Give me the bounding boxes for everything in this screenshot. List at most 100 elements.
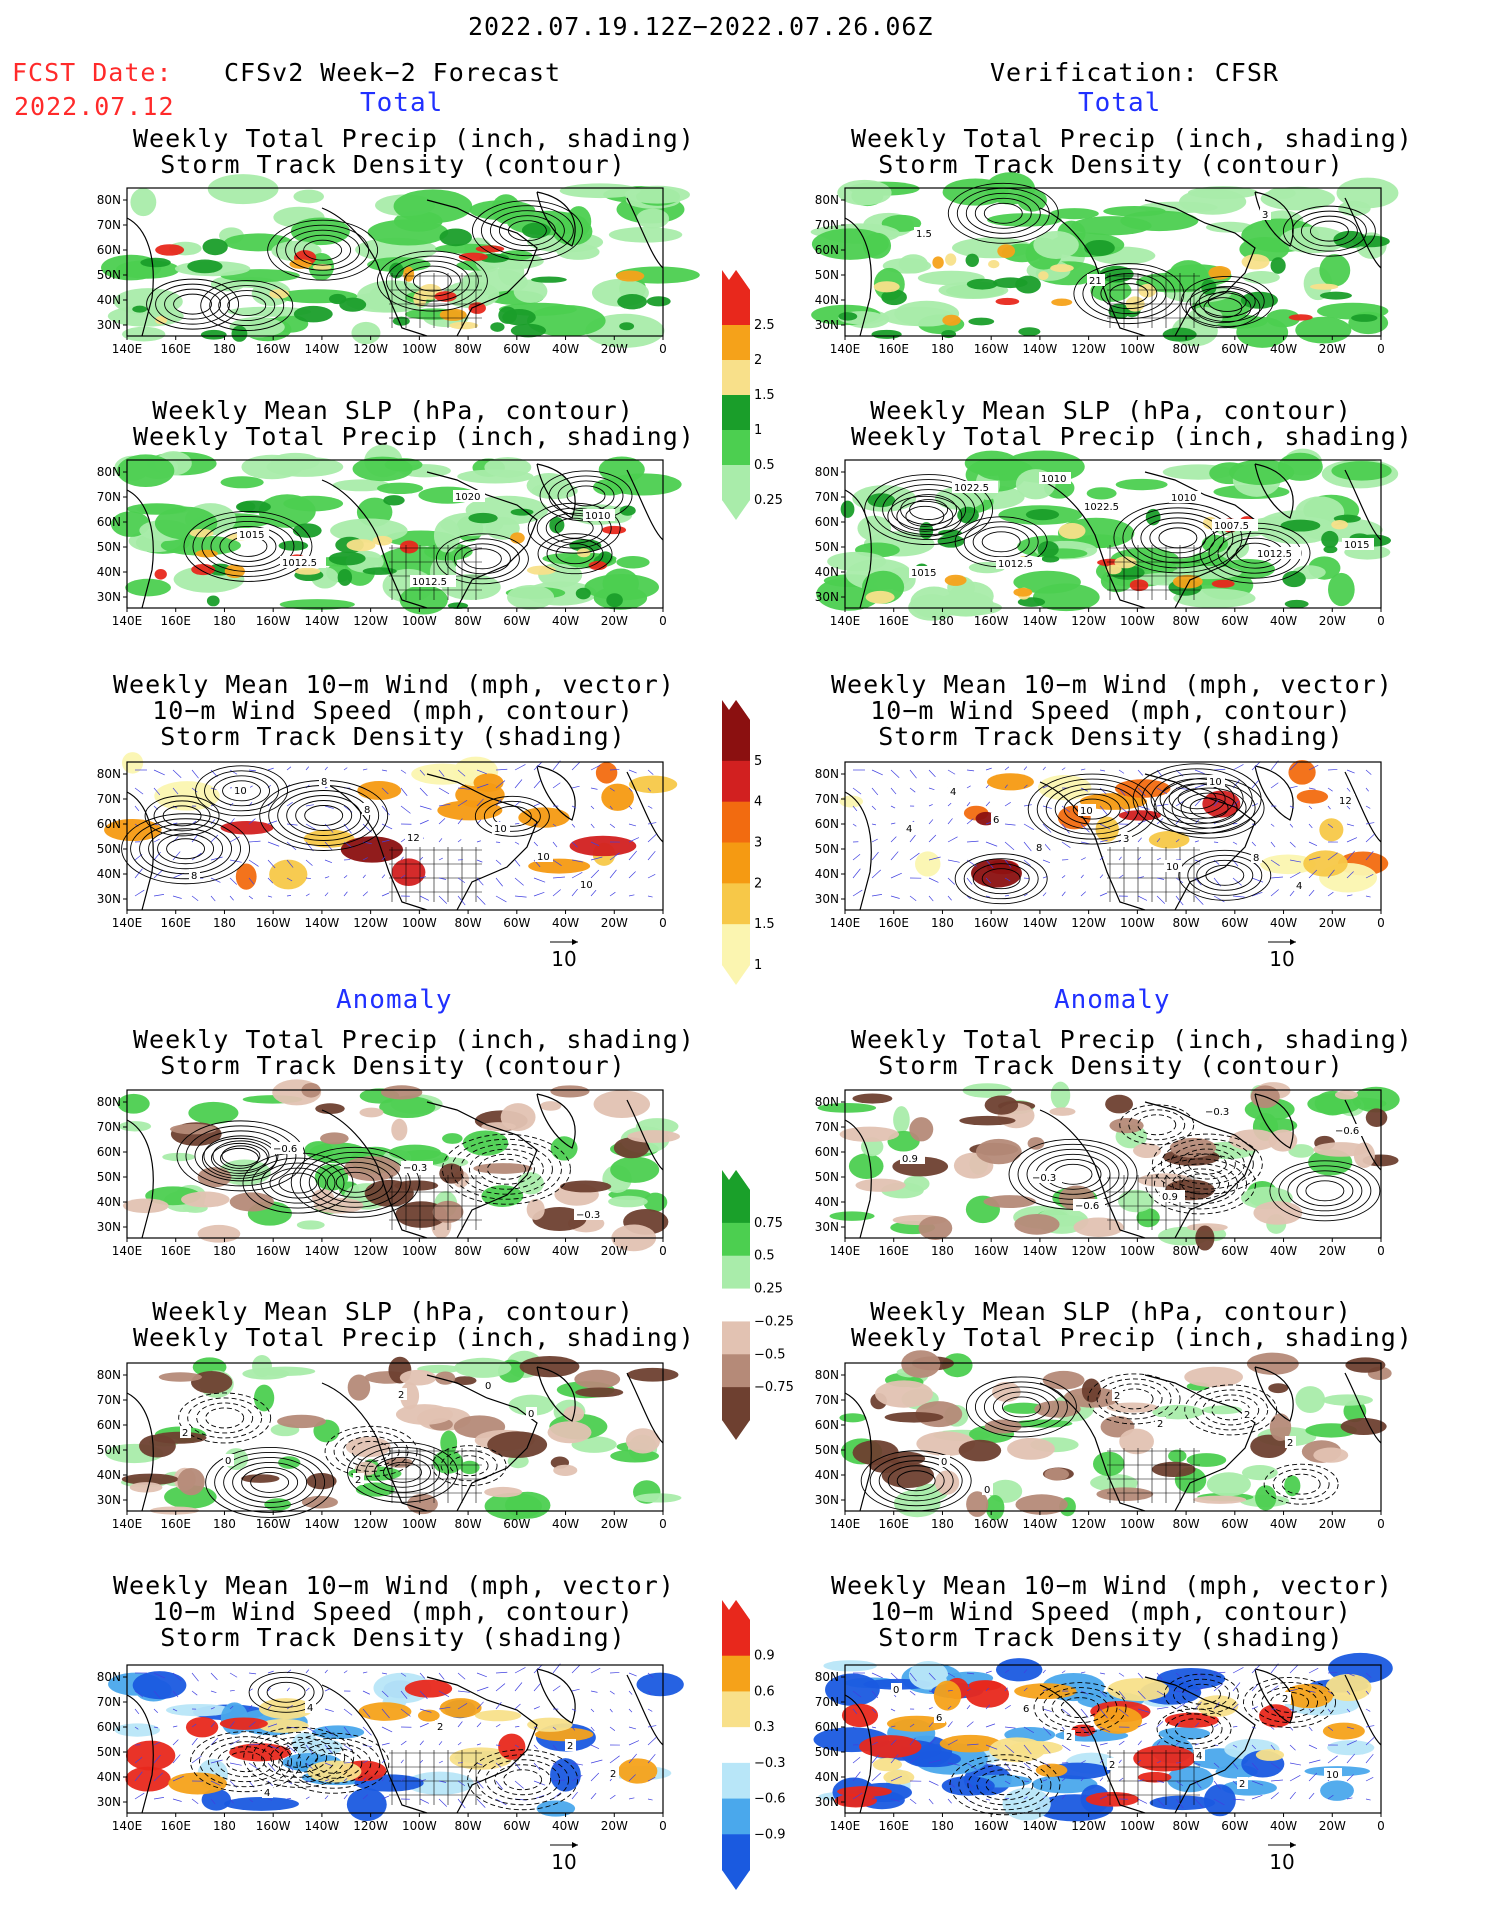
map-frame <box>126 1664 664 1814</box>
wind-vector <box>419 1740 424 1746</box>
wind-vector <box>286 1687 290 1692</box>
wind-vector <box>1137 1759 1142 1764</box>
wind-vector <box>1080 1708 1089 1718</box>
shading-cell <box>154 568 167 580</box>
wind-vector <box>628 1708 633 1713</box>
shading-cell <box>345 1436 391 1458</box>
wind-vector <box>191 895 199 902</box>
lon-tick-label: 20W <box>601 614 628 628</box>
lat-tick-label: 60N <box>97 817 121 831</box>
wind-vector <box>647 833 657 843</box>
shading-cell <box>837 1786 892 1797</box>
wind-vector <box>1346 837 1358 843</box>
wind-vector <box>305 1669 310 1674</box>
wind-vector <box>153 1690 161 1699</box>
lon-tick-label: 20W <box>601 1819 628 1833</box>
wind-vector <box>381 1726 393 1733</box>
shading-cell <box>1109 1118 1144 1134</box>
contour-line <box>546 538 604 570</box>
shading-cell <box>997 244 1016 258</box>
wind-vector <box>267 1687 271 1692</box>
lat-tick-label: 80N <box>815 1368 839 1382</box>
contour-line <box>431 1445 507 1487</box>
wind-vector <box>305 823 317 830</box>
lon-tick-label: 0 <box>659 1819 667 1833</box>
contour-line <box>304 805 344 826</box>
colorbar-swatch <box>722 1620 750 1657</box>
wind-vector <box>966 785 971 789</box>
wind-vector <box>985 784 989 789</box>
shading-cell <box>513 279 548 303</box>
coastline <box>1254 463 1294 519</box>
shading-cell <box>289 259 313 269</box>
wind-vector <box>1042 876 1048 879</box>
shading-cell <box>1266 309 1301 328</box>
shading-cell <box>359 1107 384 1118</box>
contour-label-bg <box>1194 1749 1205 1761</box>
shading-cell <box>462 1130 509 1156</box>
wind-vector <box>324 1762 333 1767</box>
contour-line <box>1036 778 1148 840</box>
wind-vector <box>1365 1776 1374 1782</box>
contour-line <box>192 515 304 577</box>
shading-cell <box>1079 793 1147 810</box>
contour-line <box>1027 773 1157 845</box>
wind-vector <box>191 1737 198 1746</box>
shading-cell <box>626 1367 679 1382</box>
contour-line <box>270 1741 328 1773</box>
wind-vector <box>609 1726 616 1731</box>
lon-tick-label: 180 <box>213 1819 236 1833</box>
contour-line <box>227 295 267 316</box>
wind-vector <box>985 895 991 898</box>
shading-cell <box>1151 1461 1196 1478</box>
wind-vector <box>210 1780 221 1786</box>
wind-vector <box>362 1671 368 1674</box>
wind-vector <box>343 767 348 771</box>
wind-vector <box>362 1690 370 1695</box>
wind-vector <box>1061 1744 1071 1751</box>
wind-vector <box>324 892 329 897</box>
shading-cell <box>1327 1740 1375 1756</box>
wind-vector <box>552 1762 562 1769</box>
wind-vector <box>947 818 953 825</box>
shading-cell <box>595 762 618 784</box>
lat-tick-label: 30N <box>97 590 121 604</box>
wind-vector <box>1194 1780 1202 1789</box>
wind-vector <box>495 895 507 903</box>
contour-line <box>1189 281 1265 322</box>
title-line: Storm Track Density (contour) <box>160 150 626 179</box>
shading-cell <box>643 1192 668 1212</box>
contour-line <box>1122 507 1234 569</box>
wind-vector <box>419 856 424 861</box>
contour-line <box>1001 1396 1041 1418</box>
contour-label: 2 <box>437 1722 443 1733</box>
contour-line <box>1194 292 1252 324</box>
lon-tick-label: 100W <box>402 614 437 628</box>
contour-label: 10 <box>1166 862 1179 873</box>
lon-tick-label: 80W <box>455 614 482 628</box>
wind-vector <box>1156 1760 1161 1764</box>
lon-tick-label: 40W <box>1270 342 1297 356</box>
coastline <box>844 1694 872 1814</box>
contour-label: 10 <box>494 824 507 835</box>
shading-cell <box>939 1734 1001 1753</box>
contour-line <box>981 531 1021 553</box>
wind-vector <box>1308 889 1315 897</box>
lon-tick-label: 140E <box>830 342 861 356</box>
colorbar-swatch <box>722 430 750 466</box>
contour-line <box>566 485 606 507</box>
shading-cell <box>1133 1143 1162 1159</box>
wind-vector <box>1365 805 1371 809</box>
shading-cell <box>1002 1787 1051 1821</box>
wind-vector <box>495 1780 503 1790</box>
lat-tick-label: 50N <box>815 268 839 282</box>
wind-vector <box>495 768 508 771</box>
shading-cell <box>1325 1674 1372 1702</box>
shading-cell <box>337 568 353 586</box>
wind-vector <box>609 769 620 771</box>
wind-vector <box>609 787 615 792</box>
contour-label-bg <box>492 822 510 834</box>
lon-tick-label: 120W <box>1071 614 1106 628</box>
